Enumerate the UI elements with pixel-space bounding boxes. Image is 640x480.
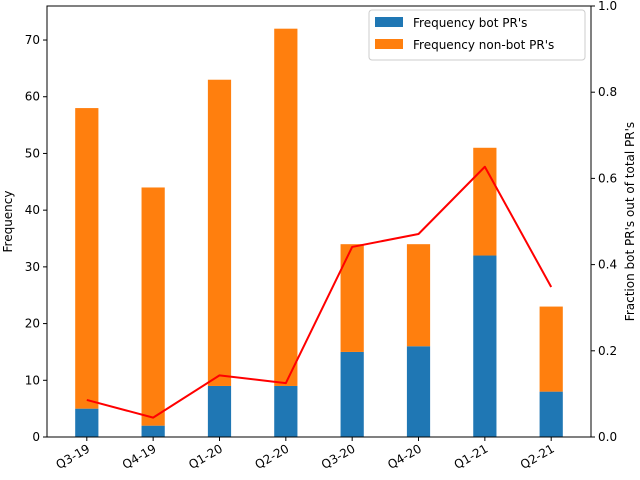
x-axis: Q3-19 Q4-19 Q1-20 Q2-20 Q3-20 Q4-20 Q1-21 Q2-21 [54, 437, 557, 472]
bar-bot-Q1-20 [207, 385, 232, 437]
y-tick-label-20: 20 [25, 317, 40, 331]
legend-label-non-bot: Frequency non-bot PR's [413, 38, 554, 52]
bar-bot-Q4-20 [406, 346, 431, 437]
y2-tick-label-0.6: 0.6 [598, 171, 617, 185]
x-tick-label-Q2-20: Q2-20 [253, 441, 292, 471]
fraction-line [86, 165, 553, 419]
y2-tick-label-0.4: 0.4 [598, 258, 617, 272]
legend: Frequency bot PR's Frequency non-bot PR'… [368, 9, 586, 61]
y-axis-right: 0.0 0.2 0.4 0.6 0.8 1.0 [591, 0, 617, 444]
bar-bot-Q1-21 [473, 255, 497, 437]
legend-swatch-bot [375, 17, 403, 27]
legend-box [368, 9, 586, 61]
y-tick-label-30: 30 [25, 260, 40, 274]
y2-tick-label-0.0: 0.0 [598, 430, 617, 444]
y-axis-left: 0 10 20 30 40 50 60 70 [25, 33, 47, 444]
bar-non-bot-Q3-20 [340, 244, 364, 352]
y-tick-label-60: 60 [25, 90, 40, 104]
x-tick-label-Q2-21: Q2-21 [518, 441, 557, 471]
y-tick-label-40: 40 [25, 203, 40, 217]
x-tick-label-Q4-20: Q4-20 [385, 441, 424, 471]
y-tick-label-70: 70 [25, 33, 40, 47]
x-tick-label-Q4-19: Q4-19 [120, 441, 159, 471]
bar-non-bot-Q3-19 [75, 108, 99, 409]
plot-frame [46, 5, 592, 438]
y-tick-label-50: 50 [25, 146, 40, 160]
y2-tick-label-0.8: 0.8 [598, 85, 617, 99]
bars-group [75, 28, 563, 437]
y2-tick-label-1.0: 1.0 [598, 0, 617, 13]
y-tick-label-0: 0 [32, 430, 40, 444]
x-tick-label-Q1-21: Q1-21 [452, 441, 491, 471]
x-tick-label-Q1-20: Q1-20 [186, 441, 225, 471]
fraction-line-group [86, 165, 553, 419]
bar-bot-Q3-19 [75, 408, 99, 437]
y-tick-label-10: 10 [25, 373, 40, 387]
bar-bot-Q2-20 [274, 385, 298, 437]
bar-bot-Q2-21 [539, 391, 563, 437]
x-tick-label-Q3-20: Q3-20 [319, 441, 358, 471]
x-tick-label-Q3-19: Q3-19 [54, 441, 93, 471]
legend-swatch-non-bot [375, 39, 403, 49]
bar-bot-Q4-19 [141, 425, 165, 437]
bar-non-bot-Q1-20 [207, 79, 232, 386]
bar-non-bot-Q2-21 [539, 306, 563, 392]
bar-non-bot-Q4-20 [406, 244, 431, 347]
bar-non-bot-Q2-20 [274, 28, 298, 386]
bar-non-bot-Q4-19 [141, 187, 165, 426]
bar-bot-Q3-20 [340, 351, 364, 437]
y-axis-label: Frequency [1, 191, 15, 253]
y2-tick-label-0.2: 0.2 [598, 344, 617, 358]
y2-axis-label: Fraction bot PR's out of total PR's [623, 122, 637, 321]
legend-label-bot: Frequency bot PR's [413, 16, 527, 30]
bar-non-bot-Q1-21 [473, 147, 497, 256]
